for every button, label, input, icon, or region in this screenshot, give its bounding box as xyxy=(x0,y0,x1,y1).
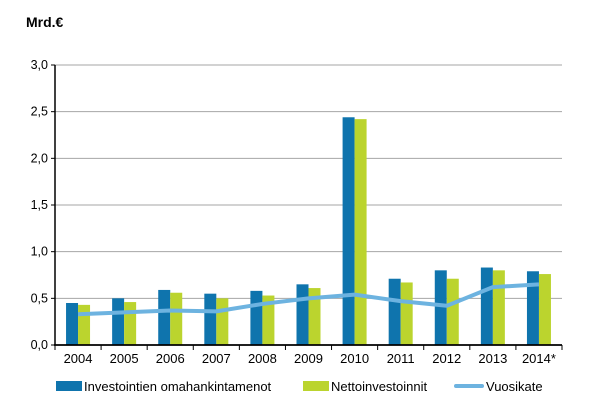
x-tick-label: 2004 xyxy=(64,351,93,366)
bar-investoinnit-2007 xyxy=(204,293,217,345)
x-tick-label: 2013 xyxy=(478,351,507,366)
x-tick-label: 2012 xyxy=(432,351,461,366)
x-tick-label: 2007 xyxy=(202,351,231,366)
legend-label-investoinnit: Investointien omahankintamenot xyxy=(84,378,272,394)
y-tick-label: 2,5 xyxy=(31,105,48,119)
y-tick-label: 0,5 xyxy=(31,291,48,305)
y-tick-label: 0,0 xyxy=(31,338,48,352)
bar-nettoinvestoinnit-2004 xyxy=(78,304,91,345)
legend: Investointien omahankintamenot Nettoinve… xyxy=(0,378,609,396)
y-tick-label: 3,0 xyxy=(31,58,48,72)
x-tick-label: 2005 xyxy=(110,351,139,366)
bar-investoinnit-2011 xyxy=(388,278,401,345)
bar-nettoinvestoinnit-2013 xyxy=(492,270,505,345)
legend-item-nettoinvestoinnit: Nettoinvestoinnit xyxy=(303,378,427,394)
bar-nettoinvestoinnit-2012 xyxy=(446,278,459,345)
legend-swatch-investoinnit xyxy=(56,381,82,391)
x-tick-label: 2011 xyxy=(387,351,415,366)
y-tick-label: 2,0 xyxy=(31,151,48,165)
y-axis-unit-label: Mrd.€ xyxy=(26,14,64,30)
bar-investoinnit-2012 xyxy=(434,270,447,345)
bar-nettoinvestoinnit-2014* xyxy=(538,274,551,345)
bar-investoinnit-2013 xyxy=(480,267,493,345)
x-tick-label: 2009 xyxy=(294,351,323,366)
bar-investoinnit-2004 xyxy=(66,303,79,345)
legend-swatch-vuosikate xyxy=(454,384,484,388)
x-tick-label: 2010 xyxy=(340,351,369,366)
y-tick-label: 1,0 xyxy=(31,245,48,259)
bar-investoinnit-2008 xyxy=(250,290,263,345)
bar-nettoinvestoinnit-2005 xyxy=(124,302,137,345)
legend-swatch-nettoinvestoinnit xyxy=(303,381,329,391)
legend-label-vuosikate: Vuosikate xyxy=(486,378,543,394)
bar-nettoinvestoinnit-2008 xyxy=(262,295,275,345)
x-tick-label: 2008 xyxy=(248,351,277,366)
x-tick-label: 2006 xyxy=(156,351,185,366)
bar-investoinnit-2006 xyxy=(158,289,171,345)
legend-item-vuosikate: Vuosikate xyxy=(454,378,543,394)
legend-item-investoinnit: Investointien omahankintamenot xyxy=(56,378,271,394)
bar-nettoinvestoinnit-2010 xyxy=(354,119,367,345)
bar-nettoinvestoinnit-2007 xyxy=(216,298,229,345)
bar-nettoinvestoinnit-2009 xyxy=(308,288,321,345)
line-vuosikate xyxy=(77,282,540,317)
x-tick-label: 2014* xyxy=(522,351,556,366)
bar-investoinnit-2010 xyxy=(342,117,355,346)
bar-investoinnit-2005 xyxy=(112,298,125,345)
y-tick-label: 1,5 xyxy=(31,198,48,212)
bar-nettoinvestoinnit-2011 xyxy=(400,282,413,345)
bar-investoinnit-2014* xyxy=(526,271,539,345)
bar-nettoinvestoinnit-2006 xyxy=(170,292,183,345)
legend-label-nettoinvestoinnit: Nettoinvestoinnit xyxy=(331,378,428,394)
bar-investoinnit-2009 xyxy=(296,284,309,345)
